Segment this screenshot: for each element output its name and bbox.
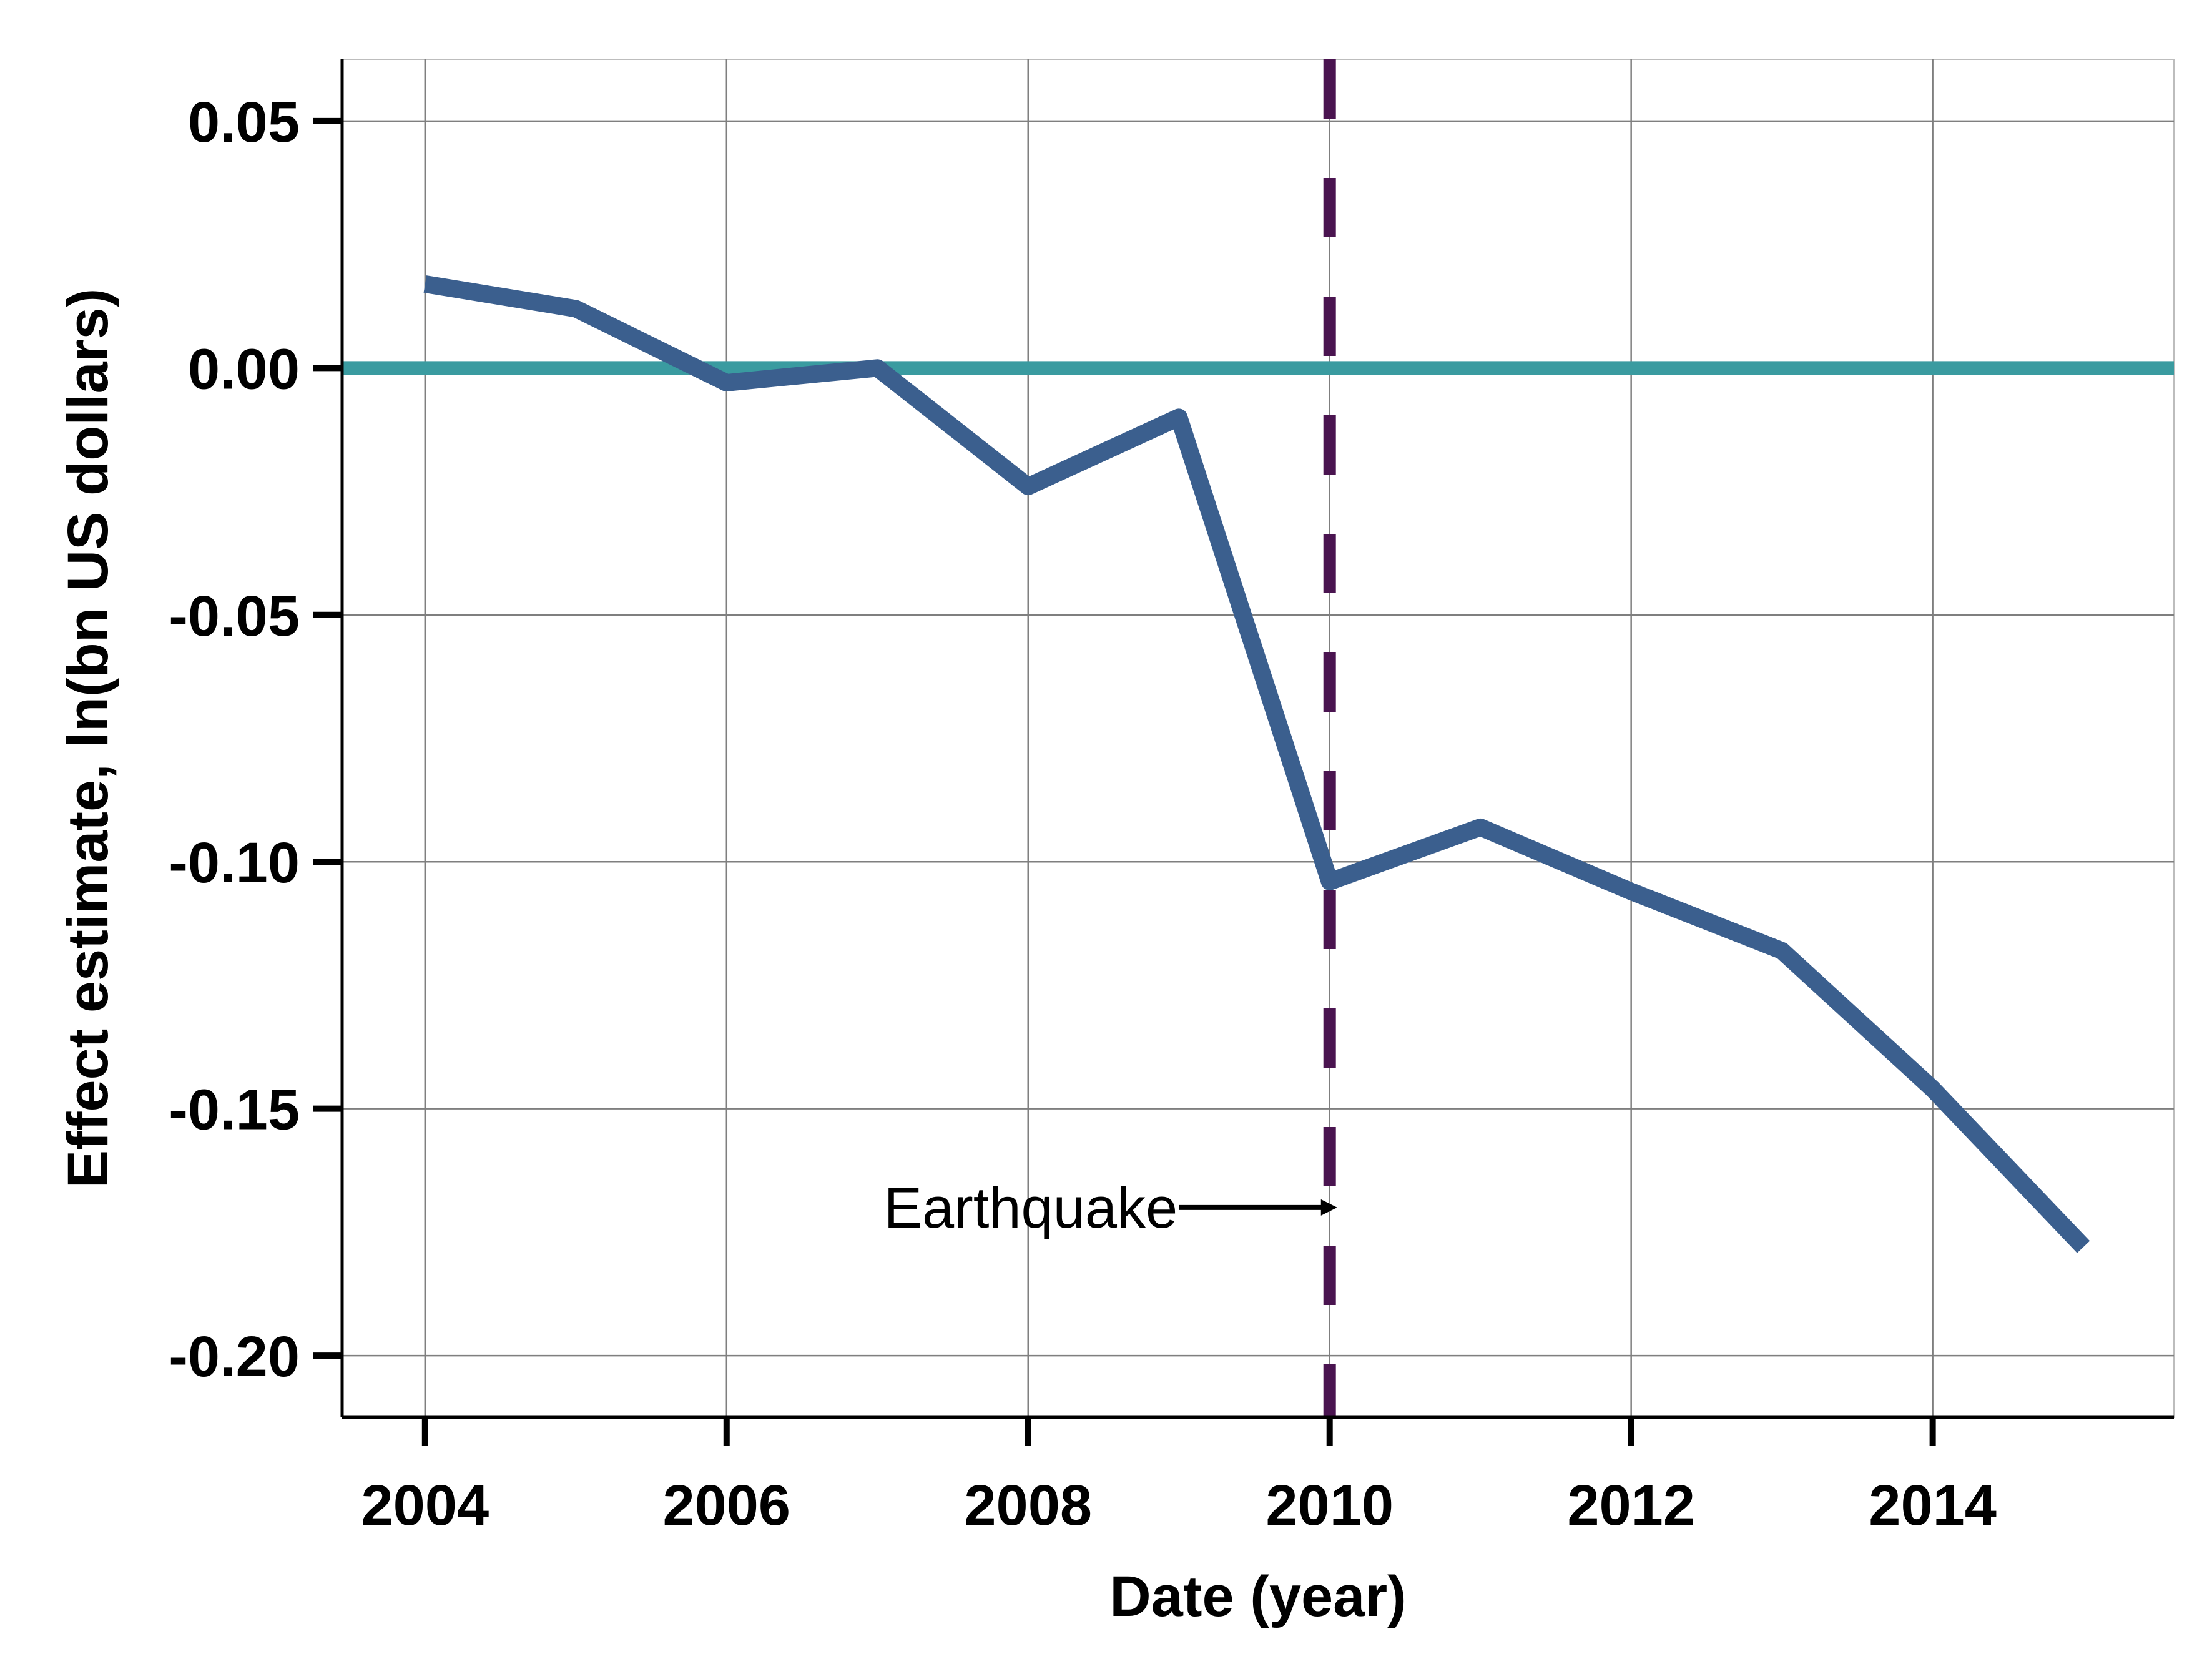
- gridlines: [342, 59, 2174, 1417]
- y-tick-label: -0.10: [169, 831, 300, 895]
- reference-lines: [342, 59, 2174, 1417]
- x-tick-label: 2004: [361, 1474, 489, 1537]
- y-tick-label: -0.20: [169, 1325, 300, 1389]
- y-tick-label: 0.05: [188, 91, 300, 154]
- annotation-label: Earthquake: [884, 1176, 1178, 1240]
- x-tick-label: 2012: [1567, 1474, 1695, 1537]
- series-layer: [423, 275, 2090, 1253]
- x-tick-label: 2008: [964, 1474, 1092, 1537]
- y-tick-label: -0.15: [169, 1078, 300, 1142]
- x-tick-label: 2010: [1266, 1474, 1394, 1537]
- annotation-layer: Earthquake: [884, 1176, 1337, 1240]
- x-axis-title: Date (year): [1109, 1565, 1407, 1628]
- axes: [340, 59, 2174, 1419]
- x-tick-label: 2014: [1869, 1474, 1997, 1537]
- series-line: [423, 275, 2090, 1253]
- y-axis-title: Effect estimate, ln(bn US dollars): [56, 288, 120, 1189]
- y-tick-label: 0.00: [188, 337, 300, 401]
- x-tick-label: 2006: [662, 1474, 790, 1537]
- annotation-arrowhead: [1320, 1199, 1337, 1216]
- tick-layer: 2004 2006 2008 2010 2012 2014 0.05 0.00 -0.05 -0.…: [169, 91, 1997, 1537]
- y-tick-label: -0.05: [169, 584, 300, 648]
